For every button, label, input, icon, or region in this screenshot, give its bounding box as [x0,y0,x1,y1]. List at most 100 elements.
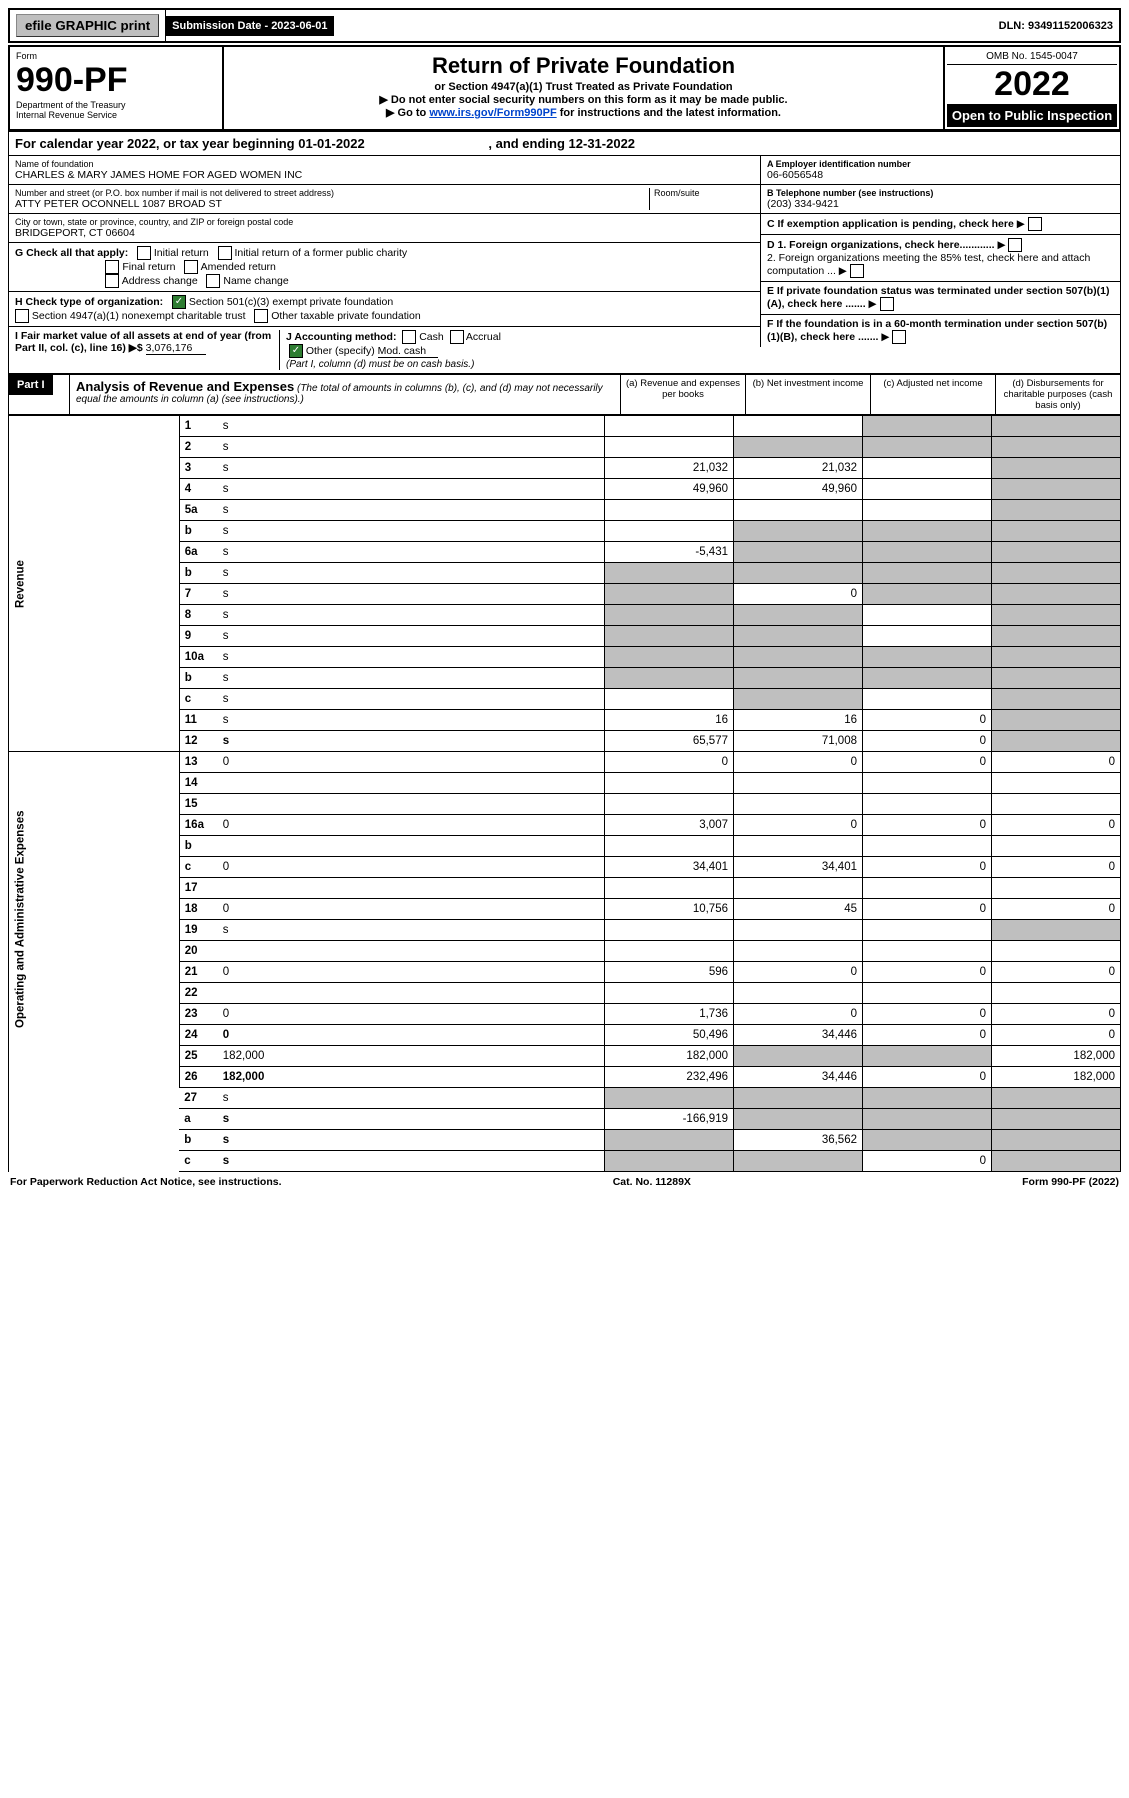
line-number: 16a [179,815,218,836]
amount-col-d: 0 [992,815,1121,836]
amount-col-c: 0 [863,752,992,773]
dept-treasury: Department of the Treasury [16,100,216,110]
initial-return-check[interactable] [137,246,151,260]
line-description: s [218,584,605,605]
amount-col-b [734,1046,863,1067]
g-check-cell: G Check all that apply: Initial return I… [9,243,760,292]
amount-col-c: 0 [863,1004,992,1025]
f-label: F If the foundation is in a 60-month ter… [767,318,1107,343]
d1-check[interactable] [1008,238,1022,252]
amount-col-d [992,668,1121,689]
amount-col-b [734,941,863,962]
efile-cell: efile GRAPHIC print [10,10,166,41]
c-label: C If exemption application is pending, c… [767,218,1014,230]
d2-check[interactable] [850,264,864,278]
dln-value: 93491152006323 [1028,20,1113,32]
final-return-check[interactable] [105,260,119,274]
line-number: 19 [179,920,218,941]
accrual-check[interactable] [450,330,464,344]
analysis-table: Revenue1s2s3s21,03221,0324s49,96049,9605… [8,415,1121,1172]
amount-col-c [863,584,992,605]
e-check[interactable] [880,297,894,311]
amount-col-a: 65,577 [605,731,734,752]
irs-label: Internal Revenue Service [16,110,216,120]
amount-col-d [992,1130,1121,1151]
col-a-head: (a) Revenue and expenses per books [620,375,745,414]
other-method-check[interactable]: ✓ [289,344,303,358]
line-number: c [179,689,218,710]
line-number: 3 [179,458,218,479]
amount-col-d [992,584,1121,605]
line-number: b [179,563,218,584]
form-subtitle: or Section 4947(a)(1) Trust Treated as P… [232,81,935,93]
amount-col-c: 0 [863,899,992,920]
amount-col-a: -166,919 [605,1109,734,1130]
efile-print-button[interactable]: efile GRAPHIC print [16,14,159,37]
amount-col-c [863,689,992,710]
name-change-check[interactable] [206,274,220,288]
4947-check[interactable] [15,309,29,323]
amount-col-b: 45 [734,899,863,920]
f-check[interactable] [892,330,906,344]
line-description: s [218,731,605,752]
part1-title-cell: Analysis of Revenue and Expenses (The to… [70,375,620,414]
omb-label: OMB No. [986,51,1030,62]
amount-col-a [605,794,734,815]
amount-col-c: 0 [863,1067,992,1088]
amount-col-d [992,1109,1121,1130]
amount-col-b [734,794,863,815]
amount-col-b [734,521,863,542]
h-label: H Check type of organization: [15,296,163,308]
g-opt5: Name change [223,275,288,287]
footer-mid: Cat. No. 11289X [613,1176,691,1188]
amount-col-c: 0 [863,731,992,752]
tax-year: 2022 [947,65,1117,104]
amount-col-a [605,1151,734,1172]
amount-col-d [992,416,1121,437]
amount-col-a [605,1088,734,1109]
table-row: 27s [9,1088,1121,1109]
line-description: s [218,710,605,731]
initial-public-check[interactable] [218,246,232,260]
c-check[interactable] [1028,217,1042,231]
amount-col-a: 50,496 [605,1025,734,1046]
amount-col-d [992,626,1121,647]
amount-col-d [992,563,1121,584]
line-number: 22 [179,983,218,1004]
amount-col-c: 0 [863,962,992,983]
j-other-value: Mod. cash [378,345,438,358]
amount-col-c: 0 [863,1025,992,1046]
ein-cell: A Employer identification number 06-6056… [760,156,1120,185]
amount-col-c [863,1046,992,1067]
amount-col-c [863,836,992,857]
irs-link[interactable]: www.irs.gov/Form990PF [429,107,556,119]
other-taxable-check[interactable] [254,309,268,323]
amount-col-a [605,500,734,521]
amount-col-a [605,689,734,710]
cash-check[interactable] [402,330,416,344]
line-number: 27 [179,1088,218,1109]
amount-col-a [605,584,734,605]
table-row: as-166,919 [9,1109,1121,1130]
amount-col-c [863,479,992,500]
501c3-check[interactable]: ✓ [172,295,186,309]
line-number: 2 [179,437,218,458]
line-description: 0 [218,1004,605,1025]
line-description: s [218,689,605,710]
line-description [218,878,605,899]
header-middle: Return of Private Foundation or Section … [224,47,943,129]
amount-col-b: 34,446 [734,1067,863,1088]
amount-col-d: 182,000 [992,1046,1121,1067]
address-change-check[interactable] [105,274,119,288]
amended-check[interactable] [184,260,198,274]
amount-col-b: 49,960 [734,479,863,500]
amount-col-d [992,794,1121,815]
part1-header: Part I Analysis of Revenue and Expenses … [8,374,1121,415]
line-description: s [218,1088,605,1109]
line-description: s [218,542,605,563]
name-cell: Name of foundation CHARLES & MARY JAMES … [9,156,760,185]
line-number: 8 [179,605,218,626]
line-description [218,941,605,962]
city-value: BRIDGEPORT, CT 06604 [15,227,754,239]
col-d-head: (d) Disbursements for charitable purpose… [995,375,1120,414]
